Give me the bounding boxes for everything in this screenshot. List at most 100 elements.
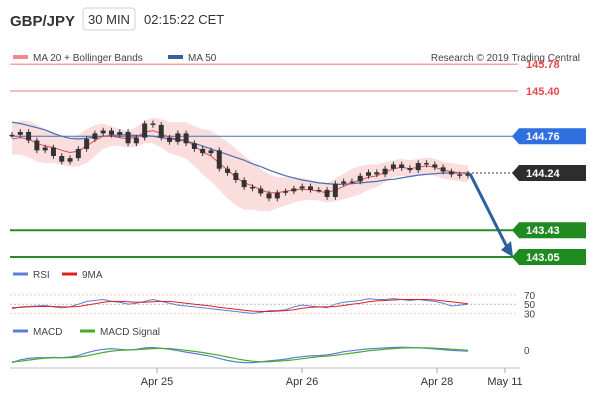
price-bar (440, 167, 446, 172)
rsi-tick-70: 70 (524, 291, 536, 302)
price-bar (117, 131, 123, 135)
price-bar (448, 171, 454, 175)
price-bar (216, 150, 222, 169)
bollinger-band (12, 117, 468, 212)
forecast-arrow (468, 172, 509, 248)
price-bar (324, 189, 330, 197)
price-bar (432, 164, 438, 168)
ma50-line (11, 121, 468, 185)
price-bar (241, 180, 247, 188)
price-bar (424, 163, 430, 165)
x-label-apr28: Apr 28 (421, 376, 453, 388)
ma50-price-tag (512, 128, 586, 145)
price-bar (349, 181, 355, 183)
price-bar (341, 181, 347, 184)
ma50-legend-label: MA 50 (188, 53, 217, 64)
x-label-apr26: Apr 26 (286, 376, 318, 388)
price-bar (465, 173, 471, 176)
rsi-ma-legend-label: 9MA (82, 270, 103, 281)
price-bar (175, 133, 181, 142)
price-bar (150, 123, 156, 125)
current-price-tag (512, 164, 586, 181)
support-tag-1 (512, 222, 586, 239)
macd-tick-0: 0 (524, 346, 530, 357)
x-label-may11: May 11 (487, 376, 522, 388)
price-bar (332, 183, 338, 197)
timestamp: 02:15:22 CET (144, 12, 224, 27)
macd-panel: 0 (11, 346, 530, 364)
forecast-arrowhead (501, 241, 513, 258)
price-bar (266, 193, 272, 199)
copyright: Research © 2019 Trading Central (431, 53, 580, 64)
x-axis: Apr 25 Apr 26 Apr 28 May 11 (141, 368, 523, 388)
ma20-legend-label: MA 20 + Bollinger Bands (33, 53, 143, 64)
price-bar (457, 174, 463, 176)
rsi-tick-50: 50 (524, 300, 536, 311)
price-bar (274, 192, 280, 199)
price-bar (415, 163, 421, 171)
macd-line (11, 346, 469, 364)
current-price-label: 144.24 (526, 168, 561, 180)
price-panel: 145.78 145.40 144.76 144.24 143.43 143.0… (9, 59, 586, 266)
price-bar (316, 189, 322, 192)
price-bar (390, 164, 396, 169)
price-bar (249, 187, 255, 189)
rsi-tick-30: 30 (524, 309, 536, 320)
ma50-price-label: 144.76 (526, 131, 560, 143)
price-bar (357, 175, 363, 182)
macd-signal-legend-label: MACD Signal (100, 327, 160, 338)
price-bar (42, 147, 48, 151)
price-bar (34, 140, 40, 151)
resistance-label-2: 145.40 (526, 86, 560, 98)
symbol-title: GBP/JPY (10, 13, 75, 30)
resistance-label-1: 145.78 (526, 59, 560, 71)
price-bar (108, 130, 114, 135)
price-bar (67, 158, 73, 162)
price-bar (125, 131, 131, 144)
price-bar (258, 188, 264, 194)
price-bar (50, 147, 56, 156)
price-bar (100, 130, 106, 134)
price-bar (17, 131, 23, 135)
interval-badge[interactable] (82, 7, 136, 31)
price-bar (399, 164, 405, 169)
price-bar (208, 150, 214, 154)
price-bar (92, 133, 98, 140)
x-label-apr25: Apr 25 (141, 376, 173, 388)
price-bar (191, 143, 197, 149)
rsi-line (11, 298, 469, 314)
price-bar (133, 137, 139, 144)
price-bar (167, 137, 173, 142)
price-bar (75, 148, 81, 159)
rsi-9ma-line (11, 299, 469, 312)
price-bar (84, 139, 90, 149)
support-label-2: 143.05 (526, 252, 560, 264)
price-bar (183, 133, 189, 144)
price-bar (291, 188, 297, 192)
macd-signal-line (11, 347, 469, 363)
price-bar (200, 148, 206, 154)
price-bar (233, 172, 239, 181)
price-bar (382, 168, 388, 175)
price-bar (307, 186, 313, 190)
support-tag-2 (512, 249, 586, 266)
price-bar (366, 172, 372, 176)
price-bar (26, 131, 32, 141)
price-bar (9, 134, 15, 136)
price-bar (158, 124, 164, 138)
price-bar (59, 156, 65, 162)
price-bar (299, 186, 305, 189)
price-bar (225, 168, 231, 173)
interval-label: 30 MIN (88, 12, 130, 27)
rsi-panel: 70 50 30 (10, 291, 536, 320)
support-label-1: 143.43 (526, 225, 560, 237)
price-bar (142, 123, 148, 138)
price-bar (374, 172, 380, 175)
price-bar (283, 191, 289, 193)
price-bar (407, 168, 413, 171)
rsi-legend-label: RSI (33, 270, 50, 281)
price-series (9, 120, 471, 202)
macd-legend-label: MACD (33, 327, 62, 338)
